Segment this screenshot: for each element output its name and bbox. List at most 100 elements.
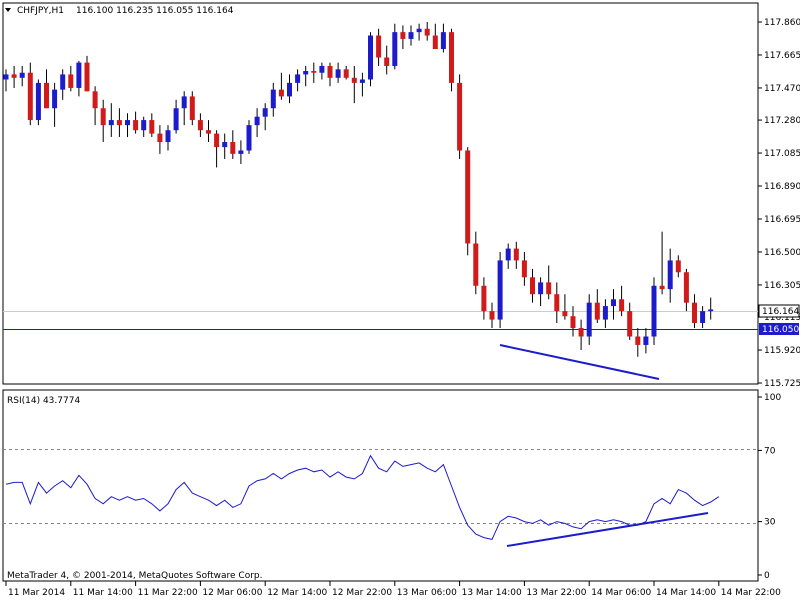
- rsi-panel: RSI(14) 43.7774: [2, 389, 759, 582]
- candle-body-bear: [84, 62, 90, 92]
- candle-body-bear: [116, 120, 122, 126]
- time-tick-label: 14 Mar 14:00: [656, 588, 716, 598]
- candle-body-bear: [457, 82, 463, 151]
- candle-body-bear: [683, 272, 689, 303]
- candle-body-bear: [384, 57, 390, 66]
- candle-body-bear: [206, 130, 211, 134]
- candle-body-bull: [173, 108, 179, 131]
- candle-body-bear: [11, 74, 17, 78]
- candle-body-bull: [108, 120, 114, 126]
- price-tick-label: 116.305: [764, 281, 800, 291]
- candle-body-bull: [538, 282, 544, 295]
- price-tick-label: 117.280: [764, 116, 800, 126]
- candle-body-bull: [125, 120, 130, 126]
- candle: [570, 306, 576, 337]
- candle: [125, 113, 130, 137]
- candle: [594, 289, 600, 323]
- candle-body-bear: [513, 248, 519, 261]
- candle: [359, 72, 365, 97]
- candle-body-bear: [619, 299, 625, 312]
- candle: [108, 103, 114, 137]
- candle: [473, 231, 479, 295]
- price-trendline[interactable]: [499, 344, 660, 380]
- candle-body-bear: [594, 302, 600, 320]
- current-price-label: 116.164: [762, 307, 799, 317]
- candle-body-bear: [570, 316, 576, 329]
- candle-body-bull: [246, 125, 252, 151]
- price-tick-label: 115.725: [764, 379, 800, 389]
- candle: [278, 72, 284, 100]
- candle-body-bear: [343, 69, 349, 78]
- rsi-chart-area[interactable]: [2, 389, 759, 582]
- candle-body-bear: [530, 277, 535, 295]
- candle: [197, 113, 203, 137]
- candle-body-bull: [181, 96, 187, 109]
- time-tick-label: 13 Mar 06:00: [397, 588, 457, 598]
- candle-body-bear: [351, 77, 357, 83]
- candle-body-bear: [27, 72, 33, 121]
- candle-body-bull: [611, 299, 616, 307]
- candle-body-bull: [700, 311, 706, 323]
- candle: [521, 251, 527, 286]
- candle-body-bull: [643, 336, 649, 345]
- current-price-tag: 116.164: [758, 304, 800, 318]
- price-tick-label: 116.695: [764, 215, 800, 225]
- candle-body-bear: [546, 282, 552, 295]
- candle: [432, 23, 438, 50]
- candle: [11, 65, 17, 88]
- candle: [692, 294, 697, 329]
- candles: [3, 22, 714, 357]
- copyright-text: MetaTrader 4, © 2001-2014, MetaQuotes So…: [7, 571, 263, 581]
- header-ohlc: 116.100 116.235 116.055 116.164: [76, 6, 234, 16]
- candle-body-bear: [100, 108, 106, 126]
- time-tick-label: 14 Mar 06:00: [591, 588, 651, 598]
- candle-body-bear: [400, 32, 406, 39]
- candle: [44, 69, 49, 109]
- candle: [343, 65, 349, 80]
- candle: [303, 65, 309, 87]
- price-chart-area[interactable]: [2, 2, 759, 385]
- candle: [530, 268, 535, 303]
- candle-body-bear: [481, 285, 487, 312]
- candle: [35, 79, 41, 126]
- candle-body-bull: [141, 120, 147, 131]
- candle: [400, 25, 406, 50]
- rsi-series-line: [5, 454, 720, 540]
- candle-body-bear: [424, 28, 430, 36]
- candle-body-bull: [505, 248, 511, 261]
- candle: [327, 62, 333, 87]
- candle: [52, 82, 58, 127]
- candle: [465, 147, 471, 256]
- price-tick-label: 116.890: [764, 182, 800, 192]
- candle-body-bull: [270, 89, 276, 109]
- header-symbol: CHFJPY,H1: [17, 6, 64, 16]
- candle: [19, 65, 25, 87]
- time-tick-label: 12 Mar 14:00: [267, 588, 327, 598]
- time-tick-label: 14 Mar 22:00: [721, 588, 781, 598]
- time-axis: 11 Mar 2014 11 Mar 14:00 11 Mar 22:00 12 Ma…: [5, 581, 781, 598]
- rsi-trendline[interactable]: [506, 512, 709, 547]
- candle-body-bear: [521, 260, 527, 278]
- time-tick-label: 12 Mar 06:00: [202, 588, 262, 598]
- current-price-box: [758, 304, 800, 318]
- candle-body-bear: [465, 150, 471, 244]
- candle: [319, 62, 325, 80]
- candle: [659, 231, 665, 295]
- candle: [554, 282, 560, 323]
- rsi-tick-label: 0: [764, 571, 770, 581]
- candle-body-bull: [295, 74, 301, 83]
- candle: [181, 91, 187, 126]
- candle: [667, 248, 673, 303]
- candle-body-bear: [489, 311, 495, 320]
- candle: [287, 74, 292, 104]
- candle-body-bear: [189, 96, 195, 121]
- candle-body-bull: [222, 142, 228, 148]
- time-tick-label: 13 Mar 14:00: [462, 588, 522, 598]
- dropdown-triangle-icon: [5, 8, 11, 12]
- candle-body-bull: [667, 260, 673, 290]
- price-tick-label: 116.115: [764, 313, 800, 323]
- candle-body-bear: [376, 35, 382, 58]
- candle: [416, 23, 422, 41]
- candle-body-bull: [335, 69, 341, 78]
